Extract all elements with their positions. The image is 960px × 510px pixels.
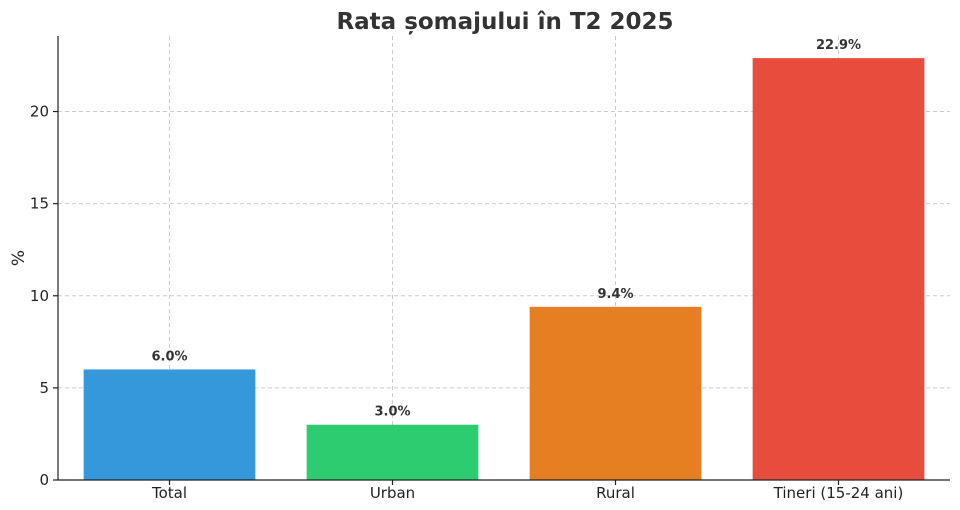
x-tick-layer: Total Urban Rural Tineri (15-24 ani) <box>151 480 903 502</box>
y-tick-label: 10 <box>30 287 49 305</box>
x-tick-label: Rural <box>596 484 635 502</box>
y-tick-label: 0 <box>39 471 49 489</box>
axis-layer <box>57 36 950 481</box>
x-tick-label: Urban <box>370 484 415 502</box>
bar-value-label: 22.9% <box>816 38 861 53</box>
bar-total <box>83 369 256 480</box>
bar-value-label: 6.0% <box>151 349 187 364</box>
y-tick-label: 5 <box>39 379 49 397</box>
bar-tineri-15-24-ani <box>752 58 925 481</box>
bar-layer <box>83 58 925 481</box>
y-tick-label: 15 <box>30 195 49 213</box>
bar-urban <box>306 424 479 480</box>
y-tick-label: 20 <box>30 103 49 121</box>
bar-rural <box>529 306 702 480</box>
bar-value-label: 3.0% <box>374 405 410 420</box>
data-label-layer: 6.0% 3.0% 9.4% 22.9% <box>151 38 861 420</box>
x-tick-label: Tineri (15-24 ani) <box>773 484 904 502</box>
y-axis-label: % <box>9 250 29 266</box>
chart-title: Rata șomajului în T2 2025 <box>336 9 673 35</box>
y-tick-layer: 0 5 10 15 20 <box>30 103 58 489</box>
x-tick-label: Total <box>151 484 187 502</box>
bar-value-label: 9.4% <box>597 287 633 302</box>
